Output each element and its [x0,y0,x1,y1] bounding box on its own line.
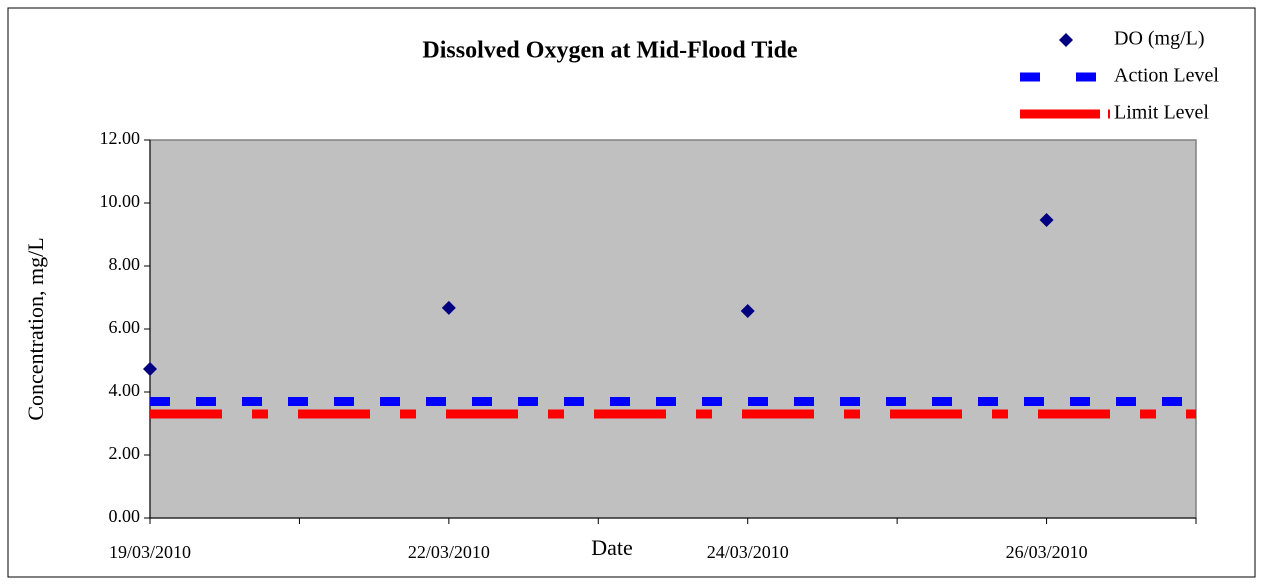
legend-label: DO (mg/L) [1114,28,1205,50]
x-axis-label: Date [591,535,633,560]
legend-marker [1059,33,1073,47]
y-tick-label: 10.00 [100,191,141,211]
y-tick-label: 0.00 [109,506,141,526]
data-point [1039,213,1054,228]
x-tick-label: 22/03/2010 [408,542,490,562]
y-tick-label: 2.00 [109,443,141,463]
data-point [441,300,456,315]
data-point [740,304,755,319]
chart-title: Dissolved Oxygen at Mid-Flood Tide [422,38,798,64]
y-tick-label: 12.00 [100,128,141,148]
y-tick-label: 8.00 [109,254,141,274]
legend-label: Action Level [1114,65,1219,87]
x-tick-label: 19/03/2010 [109,542,191,562]
data-point [143,362,157,377]
y-axis-label: Concentration, mg/L [23,237,48,420]
y-tick-label: 6.00 [109,317,141,337]
y-tick-label: 4.00 [109,380,141,400]
plot-area [149,139,1197,519]
x-tick-label: 26/03/2010 [1006,542,1088,562]
x-tick-label: 24/03/2010 [707,542,789,562]
legend-label: Limit Level [1114,102,1209,124]
